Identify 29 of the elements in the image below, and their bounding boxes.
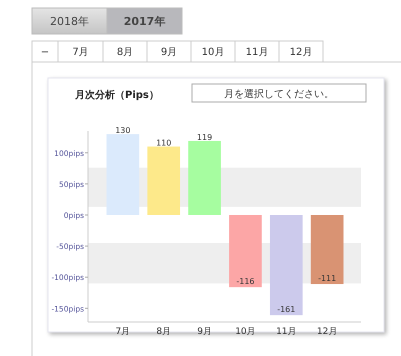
text: 10月 (202, 47, 224, 58)
text: − (40, 47, 50, 58)
text: 7月 (72, 47, 89, 58)
bar (147, 146, 180, 215)
data-label: -116 (236, 277, 255, 286)
x-tick-label: 8月 (156, 327, 172, 337)
bar (310, 214, 344, 284)
data-label: -111 (318, 274, 336, 284)
data-label: 130 (115, 126, 130, 136)
x-tick-label: 12月 (316, 327, 338, 337)
bar (106, 134, 140, 215)
text: 8月 (116, 47, 134, 58)
chart-title: 月次分析（Pips） (74, 89, 159, 101)
text: 2018年 (50, 15, 89, 28)
text: 11月 (246, 47, 268, 58)
x-tick-label: 10月 (235, 327, 256, 337)
text: 2017年 (124, 15, 166, 28)
data-label: 119 (196, 132, 212, 142)
bar (270, 214, 303, 316)
x-tick-label: 7月 (115, 327, 130, 337)
data-label: 110 (156, 138, 172, 148)
text: 月を選択してください。 (224, 88, 334, 100)
x-tick-label: 11月 (276, 327, 297, 337)
bar (188, 140, 221, 215)
bar (229, 214, 262, 288)
text: 12月 (290, 47, 312, 58)
x-tick-label: 9月 (197, 327, 212, 337)
data-label: -161 (277, 305, 296, 314)
text: 9月 (160, 47, 178, 58)
